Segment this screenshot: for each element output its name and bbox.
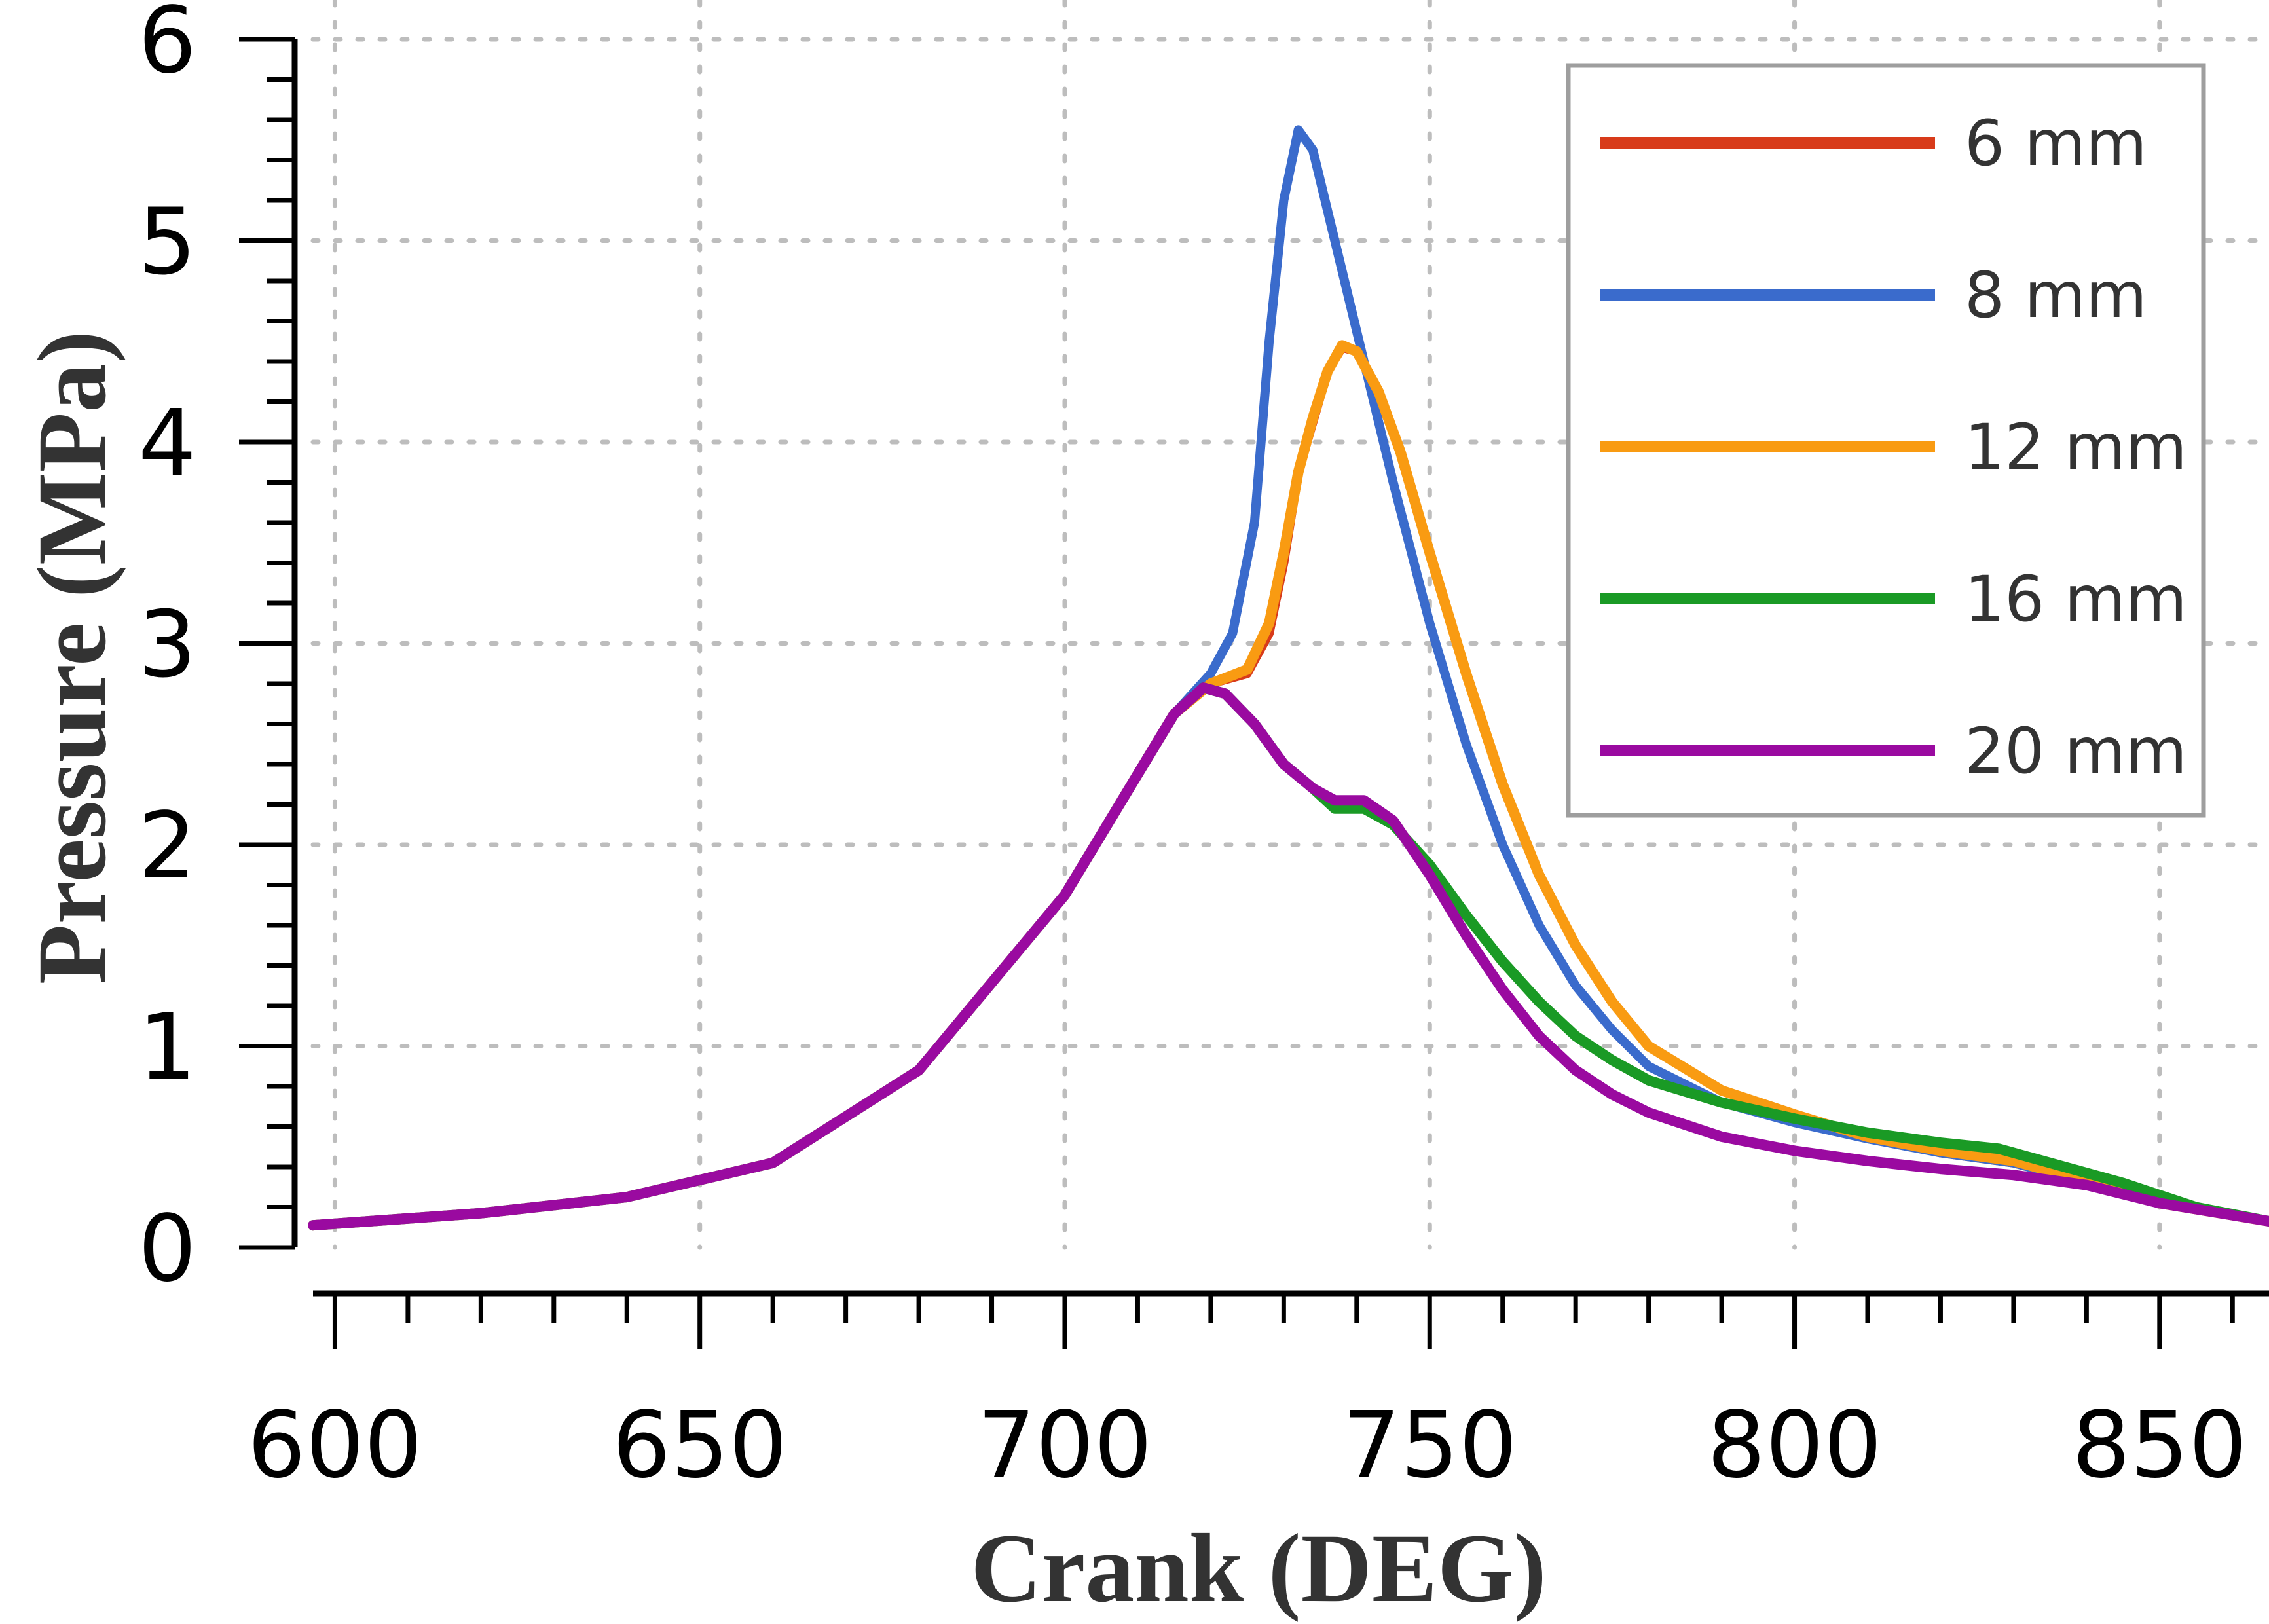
x-tick-label: 600 bbox=[248, 1392, 422, 1499]
legend-label: 16 mm bbox=[1965, 563, 2187, 636]
legend-label: 6 mm bbox=[1965, 107, 2147, 180]
axes: 0 1 2 3 4 5 6 600 650 700 750 800 850 bbox=[138, 0, 2269, 1499]
legend: 6 mm 8 mm 12 mm 16 mm 20 mm bbox=[1566, 63, 2206, 818]
x-axis-title: Crank (DEG) bbox=[970, 1514, 1546, 1623]
legend-label: 8 mm bbox=[1965, 259, 2147, 332]
y-tick-label: 2 bbox=[138, 793, 196, 900]
plot-area bbox=[308, 125, 2269, 1231]
y-tick-label: 3 bbox=[138, 592, 196, 699]
x-tick-label: 700 bbox=[977, 1392, 1152, 1499]
x-tick-label: 650 bbox=[612, 1392, 787, 1499]
legend-label: 20 mm bbox=[1965, 714, 2187, 788]
y-tick-label: 6 bbox=[138, 0, 196, 94]
y-tick-label: 4 bbox=[138, 390, 196, 497]
x-tick-label: 850 bbox=[2072, 1392, 2247, 1499]
y-tick-label: 0 bbox=[138, 1196, 196, 1302]
legend-label: 12 mm bbox=[1965, 411, 2187, 484]
x-tick-label: 750 bbox=[1342, 1392, 1517, 1499]
y-tick-label: 1 bbox=[138, 995, 196, 1101]
legend-box bbox=[1566, 63, 2206, 818]
y-axis-title: Pressure (MPa) bbox=[18, 331, 126, 984]
y-tick-label: 5 bbox=[138, 189, 196, 296]
series-line bbox=[308, 682, 2269, 1231]
x-tick-label: 800 bbox=[1707, 1392, 1882, 1499]
